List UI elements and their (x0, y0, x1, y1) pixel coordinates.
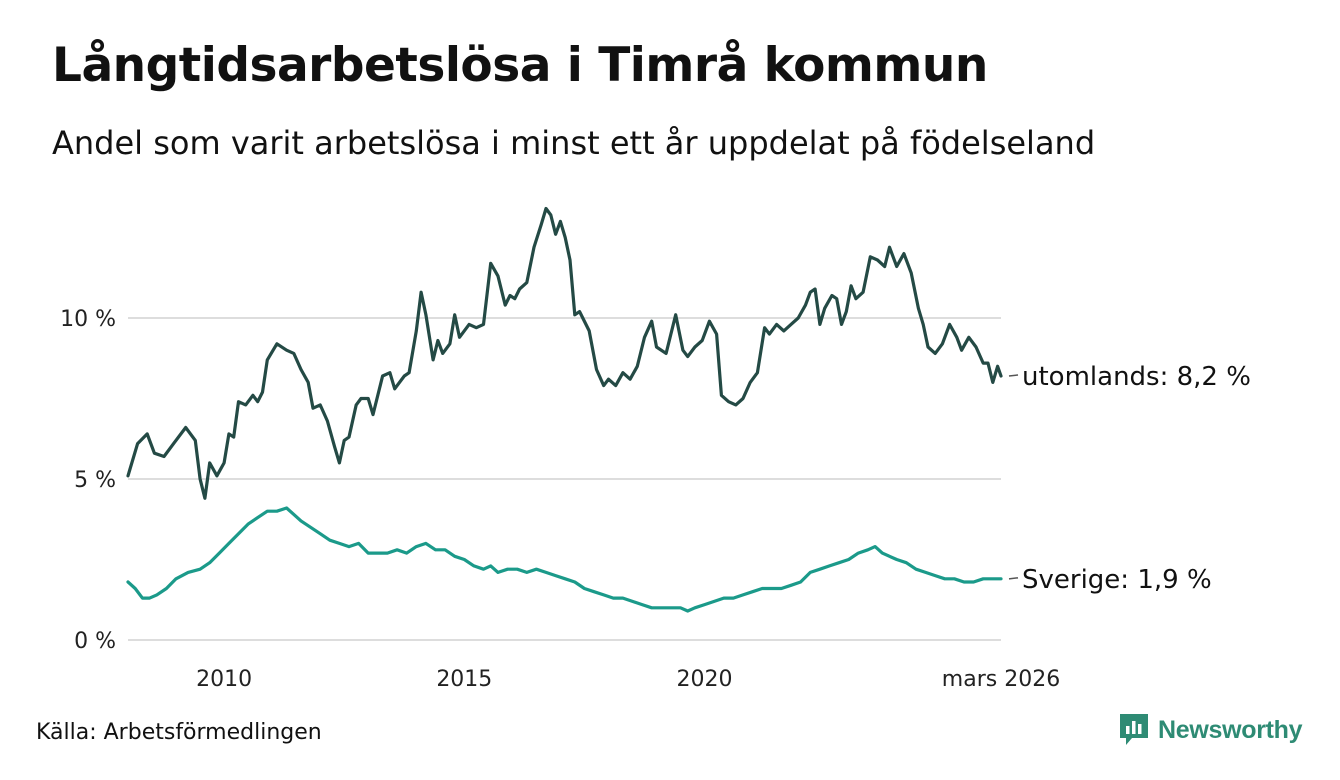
x-tick-label: 2010 (196, 667, 252, 692)
brand-logo: Newsworthy (1118, 712, 1303, 748)
x-tick-label: 2015 (436, 667, 492, 692)
end-label-sverige: Sverige: 1,9 % (1022, 565, 1212, 595)
brand-name: Newsworthy (1158, 715, 1303, 744)
chart-subtitle: Andel som varit arbetslösa i minst ett å… (52, 124, 1096, 162)
source-note: Källa: Arbetsförmedlingen (36, 720, 322, 745)
end-label-connector (1008, 577, 1019, 580)
x-tick-label: 2020 (677, 667, 733, 692)
series-lines (126, 206, 1003, 613)
gridlines (128, 317, 1001, 641)
newsworthy-logo-icon (1120, 714, 1148, 745)
y-tick-label: 5 % (74, 468, 116, 493)
x-tick-label: mars 2026 (942, 667, 1060, 692)
y-tick-label: 10 % (60, 307, 116, 332)
series-line-utomlands (126, 206, 1003, 500)
series-line-sverige (126, 506, 1003, 613)
end-label-utomlands: utomlands: 8,2 % (1022, 362, 1251, 392)
chart-title: Långtidsarbetslösa i Timrå kommun (52, 38, 988, 93)
y-tick-label: 0 % (74, 629, 116, 654)
series-end-labels: utomlands: 8,2 % Sverige: 1,9 % (1008, 362, 1251, 595)
y-axis: 0 % 5 % 10 % (60, 307, 116, 654)
x-axis: 2010 2015 2020 mars 2026 (196, 667, 1060, 692)
end-label-connector (1008, 374, 1019, 377)
